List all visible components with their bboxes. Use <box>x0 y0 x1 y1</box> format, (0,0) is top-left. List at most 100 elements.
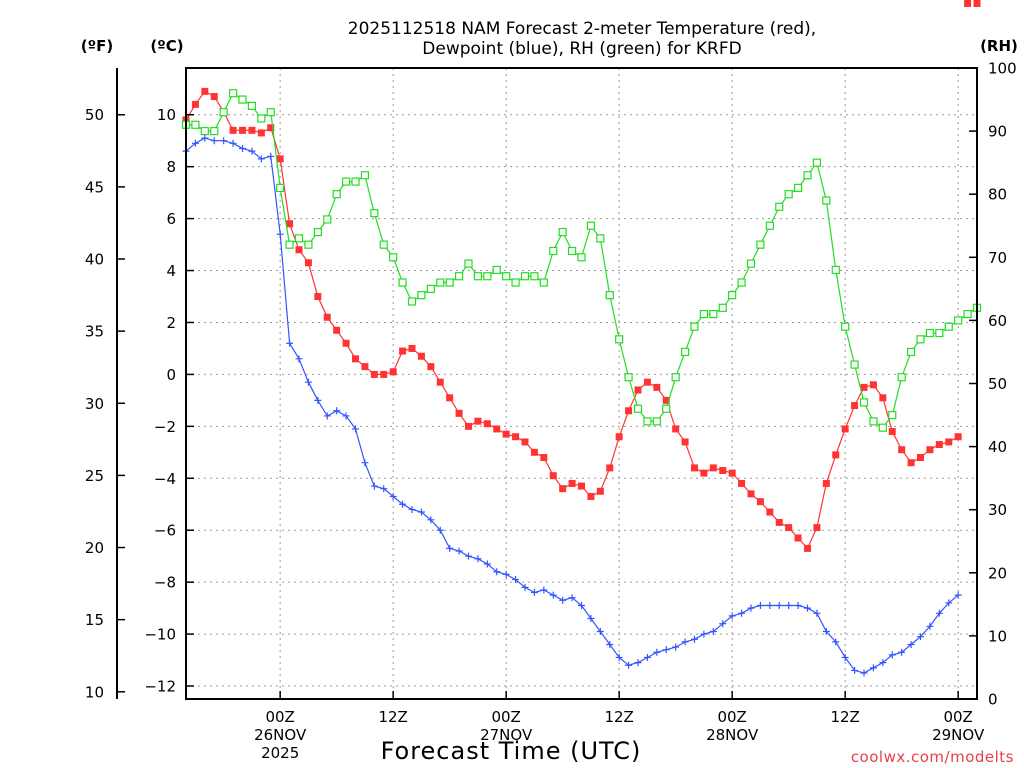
rh-point <box>690 322 699 331</box>
dewpoint-point <box>822 627 830 635</box>
temperature-point <box>691 464 698 472</box>
dewpoint-point <box>681 638 689 646</box>
temperature-point <box>917 454 924 462</box>
dewpoint-point <box>455 547 463 555</box>
fahrenheit-tick-label: 50 <box>85 106 104 124</box>
temperature-point <box>738 479 746 487</box>
dewpoint-point <box>380 485 388 493</box>
dewpoint-point <box>201 134 209 142</box>
rh-tick-label: 60 <box>988 312 1007 330</box>
temperature-point <box>888 428 896 436</box>
rh-point <box>247 101 257 110</box>
fahrenheit-unit-label: (ºF) <box>81 37 113 55</box>
rh-point <box>228 89 238 98</box>
rh-point <box>935 328 944 338</box>
celsius-tick-label: 4 <box>166 262 176 280</box>
temperature-point <box>747 490 755 498</box>
dewpoint-point <box>879 659 887 667</box>
temperature-point <box>191 100 199 108</box>
temperature-point <box>229 126 237 134</box>
rh-point <box>238 95 247 104</box>
rh-point <box>398 278 407 287</box>
dewpoint-point <box>493 568 501 576</box>
dewpoint-point <box>728 612 736 620</box>
rh-unit-label: (RH) <box>980 37 1018 55</box>
fahrenheit-tick-label: 40 <box>85 251 104 269</box>
dewpoint-point <box>229 139 237 147</box>
dewpoint-point <box>747 604 755 612</box>
rh-point <box>746 259 756 268</box>
dewpoint-point <box>389 492 397 500</box>
temperature-point <box>860 383 868 391</box>
temperature-point <box>502 430 510 438</box>
temperature-point <box>455 409 463 417</box>
dewpoint-point <box>295 355 303 363</box>
dewpoint-point <box>596 627 604 635</box>
credit-text: coolwx.com/modelts <box>851 748 1014 766</box>
temperature-point <box>408 344 416 352</box>
temperature-point <box>681 438 689 446</box>
fahrenheit-tick-label: 15 <box>85 611 104 629</box>
rh-point <box>812 158 822 167</box>
x-tick-label: 26NOV <box>254 726 307 744</box>
temperature-point <box>380 370 388 378</box>
dewpoint-point <box>436 526 444 534</box>
temperature-point <box>653 383 661 391</box>
x-tick-label: 28NOV <box>706 726 759 744</box>
fahrenheit-tick-label: 25 <box>85 467 104 485</box>
rh-point <box>775 202 784 211</box>
temperature-point <box>728 469 736 477</box>
dewpoint-point <box>578 602 585 610</box>
rh-point <box>219 108 228 117</box>
dewpoint-point <box>907 640 915 648</box>
rh-point <box>643 417 652 426</box>
rh-point <box>341 177 351 186</box>
dewpoint-point <box>756 602 764 610</box>
temperature-point <box>935 441 943 449</box>
dewpoint-point <box>766 602 774 610</box>
temperature-point <box>568 479 576 487</box>
dewpoint-point <box>530 589 538 597</box>
dewpoint-point <box>361 459 369 467</box>
dewpoint-point <box>559 596 567 604</box>
dewpoint-point <box>257 155 265 163</box>
rh-tick-label: 0 <box>988 691 998 709</box>
temperature-point <box>239 126 246 134</box>
rh-tick-label: 80 <box>988 186 1007 204</box>
dewpoint-point <box>785 602 793 610</box>
rh-point <box>803 171 812 180</box>
dewpoint-point <box>333 407 341 415</box>
celsius-tick-label: −6 <box>154 522 176 540</box>
rh-point <box>549 246 558 256</box>
rh-point <box>323 215 332 224</box>
celsius-tick-label: −12 <box>144 678 176 696</box>
rh-point <box>473 272 483 281</box>
rh-point <box>841 322 850 331</box>
dewpoint-point <box>474 555 482 563</box>
rh-point <box>407 297 417 306</box>
temperature-point <box>578 482 585 490</box>
temperature-point <box>210 93 218 101</box>
rh-point <box>793 183 803 192</box>
rh-tick-label: 30 <box>988 501 1007 519</box>
dewpoint-point <box>512 576 520 584</box>
temperature-point <box>465 422 472 430</box>
temperature-point <box>352 355 359 363</box>
celsius-tick-label: −10 <box>144 626 176 644</box>
celsius-tick-label: 2 <box>166 314 176 332</box>
temperature-point <box>851 402 859 410</box>
dewpoint-point <box>841 653 849 661</box>
rh-point <box>276 183 285 192</box>
temperature-point <box>964 0 972 7</box>
rh-point <box>257 114 266 123</box>
temperature-point <box>389 368 397 376</box>
x-tick-label: 00Z <box>717 708 746 726</box>
dewpoint-point <box>248 147 256 155</box>
temperature-point <box>973 0 981 7</box>
temperature-point <box>333 326 341 334</box>
temperature-point <box>361 363 369 371</box>
temperature-point <box>672 425 680 433</box>
dewpoint-point <box>794 602 802 610</box>
dewpoint-point <box>700 630 708 638</box>
